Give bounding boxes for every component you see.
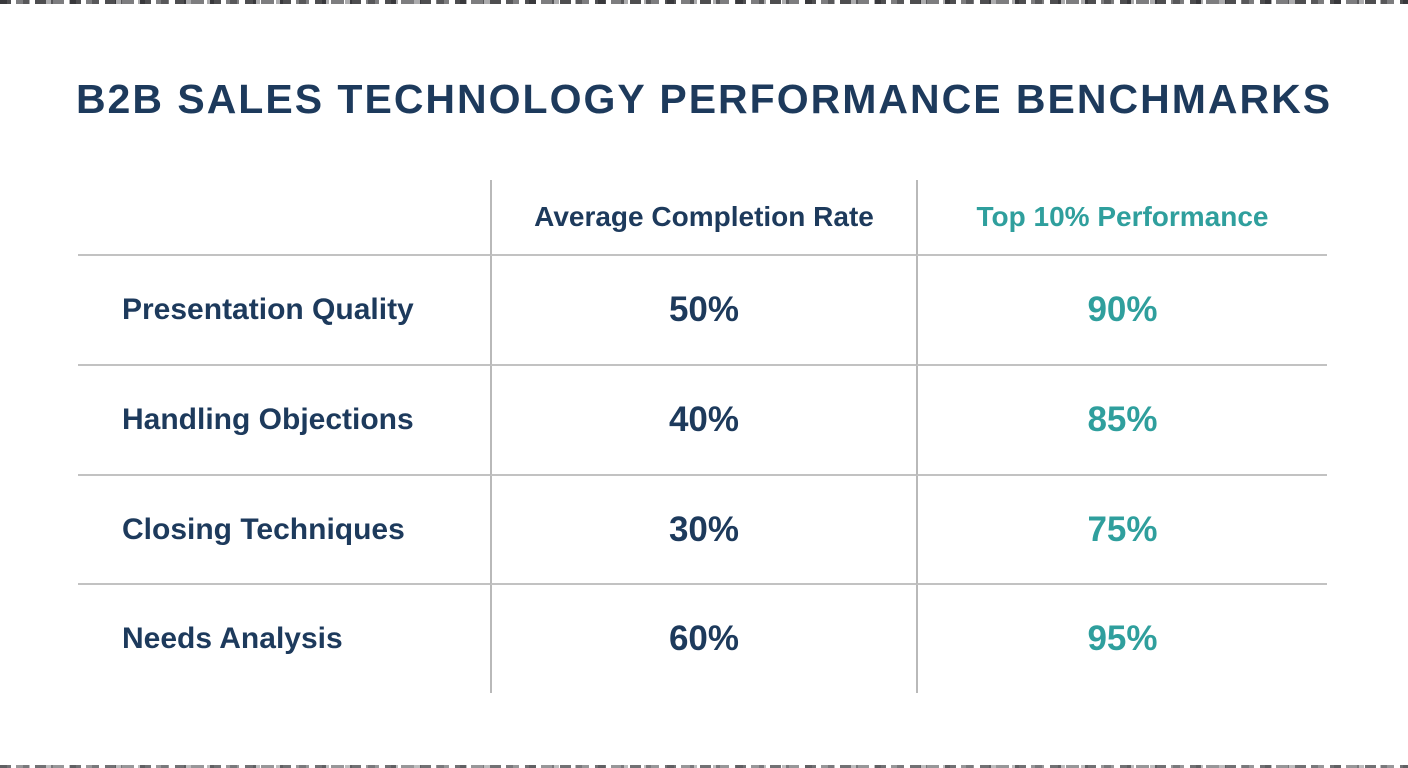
table-cell-average: 40% bbox=[490, 366, 916, 476]
row-label-needs-analysis: Needs Analysis bbox=[122, 622, 343, 655]
table-row-label: Needs Analysis bbox=[78, 585, 490, 693]
top-value: 95% bbox=[1087, 619, 1158, 658]
column-header-empty bbox=[78, 180, 490, 256]
row-label-presentation-quality: Presentation Quality bbox=[122, 293, 414, 326]
avg-value: 30% bbox=[668, 509, 740, 549]
table-cell-average: 30% bbox=[490, 476, 916, 585]
table-row-label: Handling Objections bbox=[78, 366, 490, 476]
benchmarks-table: Average Completion Rate Top 10% Performa… bbox=[78, 180, 1327, 693]
top-value: 85% bbox=[1087, 400, 1158, 439]
column-header-average-completion-rate: Average Completion Rate bbox=[490, 180, 916, 256]
top-value: 75% bbox=[1087, 509, 1158, 549]
row-label-closing-techniques: Closing Techniques bbox=[122, 512, 405, 546]
bottom-edge-scan-artifact bbox=[0, 765, 1408, 768]
top-edge-scan-artifact bbox=[0, 0, 1408, 4]
table-cell-top: 75% bbox=[916, 476, 1327, 585]
avg-value: 60% bbox=[668, 619, 740, 658]
table-cell-average: 50% bbox=[490, 256, 916, 366]
table-cell-top: 90% bbox=[916, 256, 1327, 366]
page-title: B2B SALES TECHNOLOGY PERFORMANCE BENCHMA… bbox=[75, 76, 1333, 122]
table-cell-average: 60% bbox=[490, 585, 916, 693]
table-cell-top: 95% bbox=[916, 585, 1327, 693]
avg-value: 40% bbox=[668, 400, 740, 439]
avg-value: 50% bbox=[668, 290, 740, 329]
column-header-top-10-performance: Top 10% Performance bbox=[916, 180, 1327, 256]
table-row-label: Presentation Quality bbox=[78, 256, 490, 366]
top-value: 90% bbox=[1087, 290, 1158, 329]
table-cell-top: 85% bbox=[916, 366, 1327, 476]
row-label-handling-objections: Handling Objections bbox=[122, 403, 414, 436]
table-row-label: Closing Techniques bbox=[78, 476, 490, 585]
